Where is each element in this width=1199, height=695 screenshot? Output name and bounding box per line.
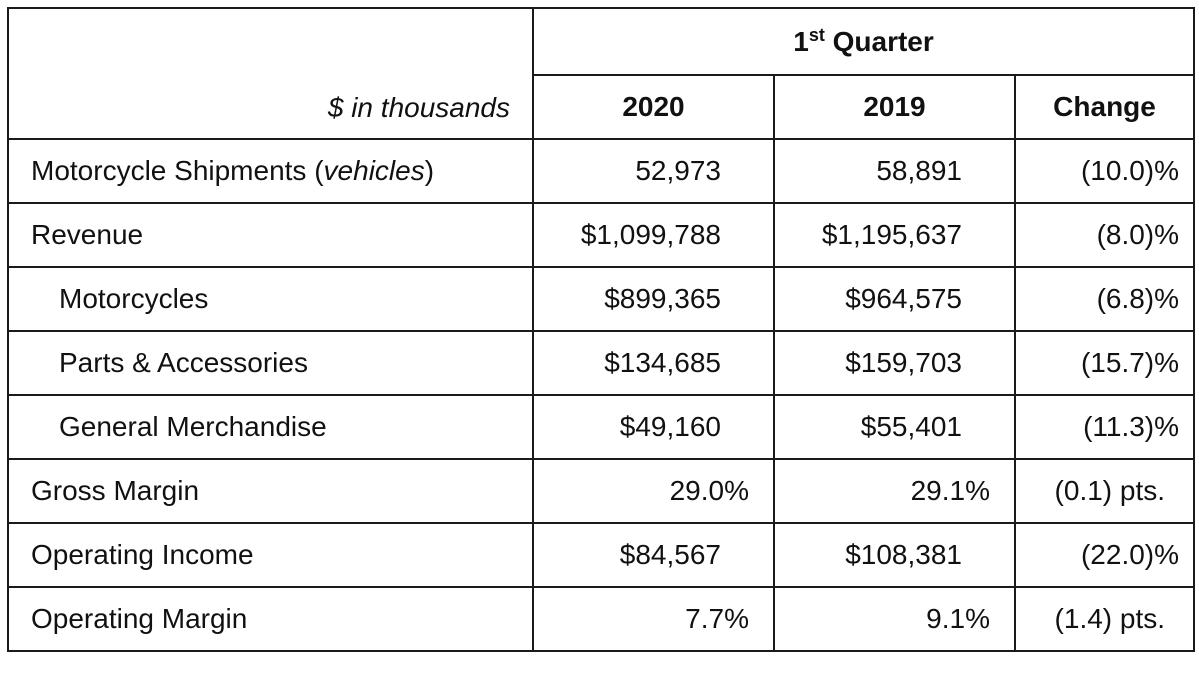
value-2020: 52,973 (532, 138, 775, 204)
value-2019: 29.1% (773, 458, 1016, 524)
row-label: Parts & Accessories (7, 330, 534, 396)
header-row-years: 2020 2019 Change (8, 74, 1196, 140)
financial-results-table: $ in thousands 1st Quarter 2020 2019 Cha… (7, 7, 1196, 652)
table-row: Parts & Accessories $134,685 $159,703 (1… (7, 330, 1196, 396)
value-2019: $159,703 (773, 330, 1016, 396)
quarter-ordinal: st (808, 24, 825, 45)
row-label-italic: vehicles (323, 155, 425, 186)
row-label: Operating Income (7, 522, 534, 588)
value-change: (10.0)% (1013, 138, 1196, 204)
row-label-text: Motorcycle Shipments ( (31, 155, 324, 186)
value-2020: 7.7% (532, 586, 775, 652)
row-label: Revenue (7, 202, 534, 268)
value-change: (22.0)% (1013, 522, 1196, 588)
quarter-word: Quarter (824, 25, 934, 57)
value-2019: 58,891 (773, 138, 1016, 204)
header-row-quarter: $ in thousands 1st Quarter (7, 7, 1196, 140)
value-change: (0.1) pts. (1013, 458, 1196, 524)
row-label: Motorcycles (7, 266, 534, 332)
row-label-tail: ) (424, 155, 435, 186)
value-change: (1.4) pts. (1013, 586, 1196, 652)
value-2019: $964,575 (773, 266, 1016, 332)
value-2019: $108,381 (773, 522, 1016, 588)
value-change: (11.3)% (1013, 394, 1196, 460)
table-row: Gross Margin 29.0% 29.1% (0.1) pts. (7, 458, 1196, 524)
units-label: $ in thousands (327, 92, 510, 123)
col-header-2020: 2020 (532, 74, 775, 140)
table-row: Operating Margin 7.7% 9.1% (1.4) pts. (7, 586, 1196, 652)
value-2020: 29.0% (532, 458, 775, 524)
quarter-number: 1 (793, 25, 809, 57)
col-header-2019: 2019 (773, 74, 1016, 140)
value-2020: $49,160 (532, 394, 775, 460)
value-2020: $134,685 (532, 330, 775, 396)
value-change: (15.7)% (1013, 330, 1196, 396)
table-row: Revenue $1,099,788 $1,195,637 (8.0)% (7, 202, 1196, 268)
row-label: General Merchandise (7, 394, 534, 460)
row-label: Gross Margin (7, 458, 534, 524)
value-change: (8.0)% (1013, 202, 1196, 268)
value-2019: $55,401 (773, 394, 1016, 460)
value-2020: $899,365 (532, 266, 775, 332)
value-2020: $84,567 (532, 522, 775, 588)
table-row: Motorcycle Shipments (vehicles) 52,973 5… (7, 138, 1196, 204)
table-row: Motorcycles $899,365 $964,575 (6.8)% (7, 266, 1196, 332)
table-row: General Merchandise $49,160 $55,401 (11.… (7, 394, 1196, 460)
table-row: Operating Income $84,567 $108,381 (22.0)… (7, 522, 1196, 588)
row-label: Operating Margin (7, 586, 534, 652)
value-2020: $1,099,788 (532, 202, 775, 268)
value-2019: 9.1% (773, 586, 1016, 652)
units-header-cell: $ in thousands (7, 7, 534, 140)
value-change: (6.8)% (1013, 266, 1196, 332)
quarter-header: 1st Quarter (531, 7, 1196, 76)
value-2019: $1,195,637 (773, 202, 1016, 268)
row-label: Motorcycle Shipments (vehicles) (7, 138, 534, 204)
col-header-change: Change (1013, 74, 1196, 140)
